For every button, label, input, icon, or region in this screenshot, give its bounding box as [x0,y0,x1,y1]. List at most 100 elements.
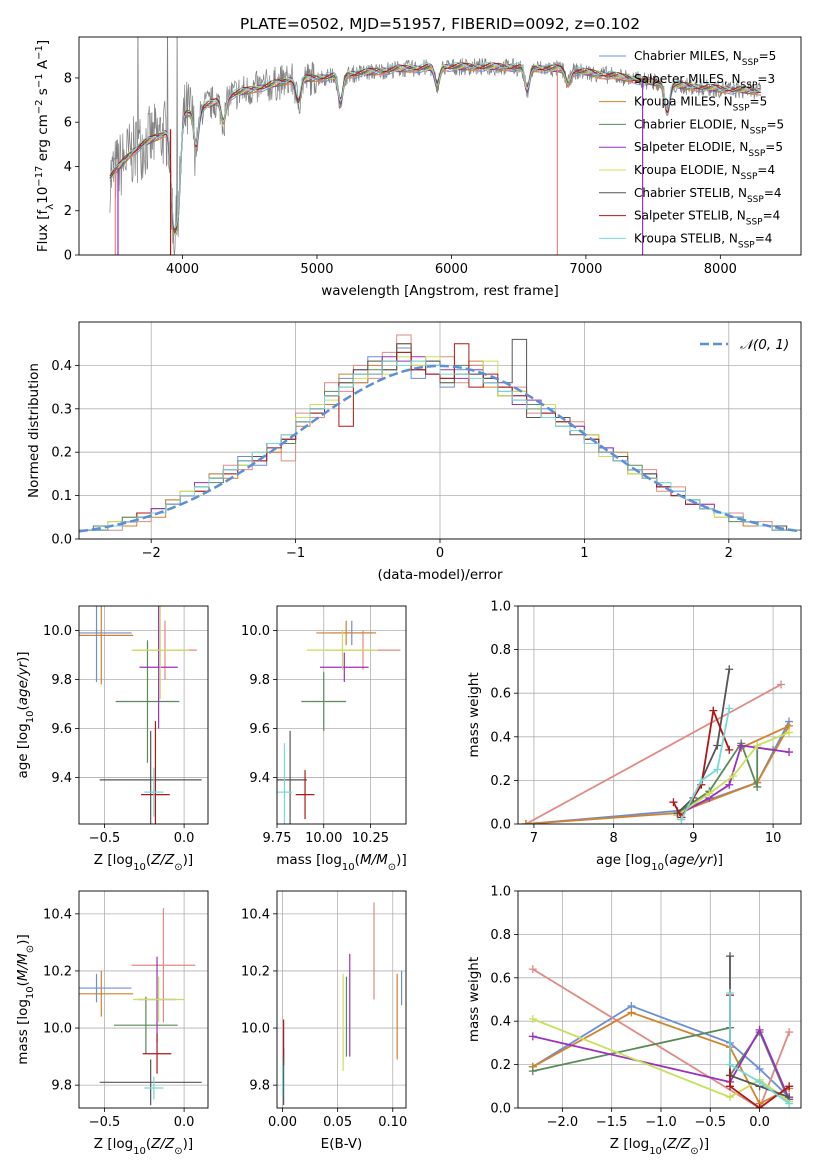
plot-area [528,952,794,1108]
weight-point [528,965,537,974]
axes-frame [276,890,407,1109]
x-tick-label: 10.25 [352,831,389,846]
weight-point [528,1015,537,1024]
plot-area [109,37,762,255]
y-tick-label: 0.2 [490,1058,511,1073]
weight-point [753,741,762,750]
weight-point [755,1104,764,1108]
weight-point [755,1077,764,1086]
x-tick-label: −1.0 [645,1115,677,1130]
y-axis-label: Flux [fλ10−17 erg cm−2 s−1 A−1] [34,40,56,252]
weight-series-line [525,723,792,824]
y-axis-label: mass [log10(M/M⊙)] [15,934,36,1064]
figure-title: PLATE=0502, MJD=51957, FIBERID=0092, z=0… [240,15,640,33]
x-tick-label: −0.5 [89,831,121,846]
x-axis-label: Z [log10(Z/Z⊙)] [610,1136,709,1157]
weight-point [755,1025,764,1034]
y-tick-label: 0.8 [490,928,511,943]
y-tick-label: 9.8 [51,1079,72,1094]
x-tick-label: −1 [286,546,305,561]
y-tick-label: 0.1 [51,489,72,504]
panel-age-vs-mass: 9.75 10.00 10.25 9.4 9.6 9.8 10.0 mass [log10(M… [241,605,407,873]
weight-point [709,706,718,715]
x-tick-label: 0 [436,546,444,561]
x-tick-label: 0.0 [174,1115,195,1130]
x-tick-label: 0.0 [749,1115,770,1130]
x-tick-label: 8000 [704,262,737,277]
x-axis-label: (data-model)/error [377,567,503,583]
weight-point [726,1060,735,1069]
y-tick-label: 6 [64,116,72,131]
weight-series-line [729,993,790,1105]
x-tick-label: −0.5 [89,1115,121,1130]
y-tick-label: 9.8 [249,1079,270,1094]
x-tick-label: 0.10 [378,1115,407,1130]
panel-mass-vs-EBV: 0.00 0.05 0.10 9.8 10.0 10.2 10.4 E(B-V) [241,890,407,1152]
x-tick-label: 10.00 [305,831,342,846]
axes-frame [78,36,802,256]
x-axis-label: mass [log10(M/M⊙)] [276,852,406,873]
y-tick-label: 9.8 [249,673,270,688]
weight-series-line [676,669,731,814]
y-tick-label: 9.6 [249,722,270,737]
panel-spectrum: 4000 5000 6000 7000 8000 0 2 4 6 8 wavelength [Ang… [34,36,802,299]
x-tick-label: −1.5 [596,1115,628,1130]
y-tick-label: 10.2 [43,964,72,979]
weight-point [785,1099,794,1108]
x-tick-label: 6000 [435,262,468,277]
y-tick-label: 0.2 [490,774,511,789]
y-axis-label: mass weight [466,672,482,757]
y-tick-label: 10.2 [241,964,270,979]
axes-frame [78,321,802,540]
y-tick-label: 8 [64,71,72,86]
weight-point [725,745,734,754]
legend-entry: Chabrier STELIB, NSSP=4 [634,186,782,205]
weight-point [725,780,734,789]
weight-point [713,741,722,750]
weight-point [697,776,706,785]
x-tick-label: 0.00 [268,1115,297,1130]
weight-point [725,665,734,674]
weight-series-line [532,968,791,1108]
y-tick-label: 1.0 [490,600,511,615]
weight-point [725,704,734,713]
panel-mass-vs-Z: −0.5 0.0 9.8 10.0 10.2 10.4 Z [log10(Z/Z⊙)] mas… [15,890,209,1157]
legend-entry: Kroupa STELIB, NSSP=4 [634,231,772,250]
weight-point [726,1082,735,1091]
legend-entry: Salpeter STELIB, NSSP=4 [634,209,780,228]
x-tick-label: 7000 [569,262,602,277]
y-tick-label: 1.0 [490,885,511,900]
legend-entry: Chabrier ELODIE, NSSP=5 [634,117,784,136]
weight-point [669,798,678,807]
plot-area [521,665,794,824]
y-axis-label: mass weight [466,957,482,1042]
y-tick-label: 10.0 [43,1022,72,1037]
x-tick-label: 9 [689,831,697,846]
x-tick-label: 1 [580,546,588,561]
legend-entry: Kroupa ELODIE, NSSP=4 [634,163,775,182]
x-tick-label: −2 [142,546,161,561]
x-tick-label: 7 [530,831,538,846]
weight-point [627,1008,636,1017]
weight-point [726,1093,735,1102]
y-tick-label: 0.4 [51,359,72,374]
axes-frame [517,890,802,1109]
weight-point [729,772,738,781]
y-tick-label: 0.0 [490,1102,511,1117]
x-tick-label: −2.0 [547,1115,579,1130]
panel-age-vs-Z: −0.5 0.0 9.4 9.6 9.8 10.0 Z [log10(Z/Z⊙)] age [… [15,605,209,873]
panel-residuals: −2 −1 0 1 2 0.0 0.1 0.2 0.3 0.4 𝒩(0, 1) (data-model… [26,321,802,583]
y-axis-label: Normed distribution [26,363,42,498]
panel-weight-vs-Z: −2.0 −1.5 −1.0 −0.5 0.0 0.0 0.2 0.4 0.6 0.8 1.0 Z [… [466,885,802,1157]
weight-point [713,765,722,774]
spectrum-model-line [109,62,761,229]
x-tick-label: 8 [610,831,618,846]
y-tick-label: 10.0 [241,1022,270,1037]
y-tick-label: 10.0 [241,624,270,639]
weight-point [753,782,762,791]
weight-point [737,741,746,750]
y-tick-label: 9.4 [249,771,270,786]
y-tick-label: 0.4 [490,1015,511,1030]
weight-point [528,1067,537,1076]
x-axis-label: age [log10(age/yr)] [596,852,723,873]
